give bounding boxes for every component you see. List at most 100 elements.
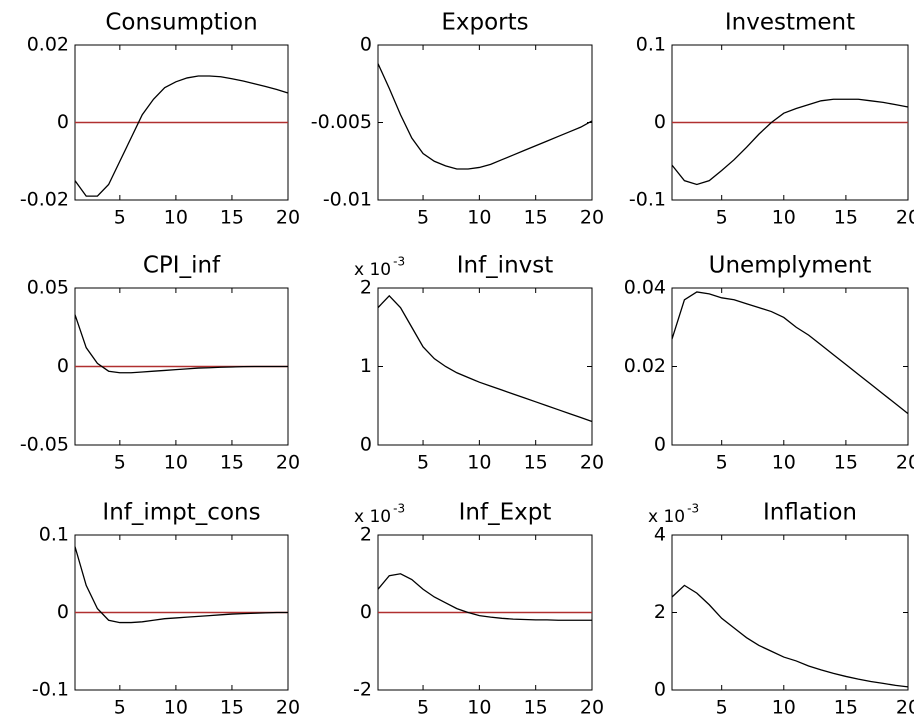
x-tick-label: 10 (772, 207, 796, 229)
y-tick-label: 0 (360, 34, 372, 56)
x-tick-label: 20 (276, 697, 300, 719)
x-tick-label: 5 (114, 207, 126, 229)
x-tick-label: 10 (467, 697, 491, 719)
y-tick-label: 0.1 (636, 34, 666, 56)
response-line (671, 291, 909, 415)
response-line (74, 546, 288, 624)
y-tick-label: 0.02 (27, 34, 69, 56)
y-tick-label: -0.005 (311, 111, 372, 133)
x-tick-label: 20 (580, 207, 604, 229)
panel-title: Exports (441, 10, 528, 36)
panel: Consumption -0.02 0 0.02 5 10 15 20 (20, 10, 300, 229)
x-tick-label: 20 (896, 207, 914, 229)
x-tick-label: 20 (276, 452, 300, 474)
panel-title: Consumption (105, 10, 257, 36)
axes-box (671, 287, 909, 446)
y-tick-label: -0.1 (32, 679, 69, 701)
y-tick-label: -2 (353, 679, 372, 701)
y-tick-label: 2 (654, 601, 666, 623)
panel: CPI_inf -0.05 0 0.05 5 10 15 20 (20, 253, 300, 474)
axes-box (671, 534, 909, 691)
y-tick-label: 0.1 (39, 524, 69, 546)
y-tick-label: 2 (360, 277, 372, 299)
response-line (671, 584, 909, 688)
y-tick-label: -0.1 (629, 189, 666, 211)
panel-title: Inf_invst (457, 253, 554, 279)
x-tick-label: 5 (114, 452, 126, 474)
x-tick-label: 20 (276, 207, 300, 229)
axes-box (377, 287, 593, 446)
x-tick-label: 5 (716, 452, 728, 474)
x-tick-label: 10 (772, 452, 796, 474)
panel-title: Investment (725, 10, 855, 36)
x-tick-label: 10 (772, 697, 796, 719)
y-tick-label: 0.05 (27, 277, 69, 299)
y-tick-label: 4 (654, 524, 666, 546)
x-tick-label: 15 (524, 697, 548, 719)
panel: Unemplyment 0 0.02 0.04 5 10 15 20 (624, 253, 914, 474)
x-tick-label: 10 (164, 452, 188, 474)
panel-title: Inf_impt_cons (102, 500, 260, 526)
axis-exponent: -3 (393, 502, 405, 516)
axis-multiplier: x 10 (648, 507, 685, 527)
response-line (74, 75, 289, 197)
y-tick-label: 0 (654, 434, 666, 456)
x-tick-label: 15 (220, 697, 244, 719)
x-tick-label: 10 (467, 207, 491, 229)
panel-title: CPI_inf (143, 253, 221, 279)
panel: Inf_impt_cons -0.1 0 0.1 5 10 15 20 (32, 500, 300, 719)
panel: Exports -0.01 -0.005 0 5 10 15 20 (311, 10, 604, 229)
axis-multiplier: x 10 (354, 260, 391, 280)
x-tick-label: 15 (834, 207, 858, 229)
x-tick-label: 10 (467, 452, 491, 474)
x-tick-label: 5 (716, 207, 728, 229)
y-tick-label: 0 (360, 434, 372, 456)
panel: Inf_invst x 10 -3 0 1 2 5 10 15 20 (354, 253, 604, 474)
x-tick-label: 15 (524, 207, 548, 229)
panel-title: Inf_Expt (459, 500, 552, 526)
y-tick-label: 0 (654, 111, 666, 133)
y-tick-label: 0 (360, 601, 372, 623)
panel-title: Unemplyment (709, 253, 872, 279)
response-line (377, 63, 593, 170)
x-tick-label: 10 (164, 207, 188, 229)
y-tick-label: 0 (57, 355, 69, 377)
x-tick-label: 5 (417, 207, 429, 229)
panel-title: Inflation (763, 500, 857, 526)
x-tick-label: 20 (896, 452, 914, 474)
x-tick-label: 15 (834, 452, 858, 474)
axis-multiplier: x 10 (354, 507, 391, 527)
response-line (74, 314, 288, 374)
panel: Investment -0.1 0 0.1 5 10 15 20 (629, 10, 914, 229)
y-tick-label: 0 (57, 601, 69, 623)
panel: Inflation x 10-3 0 2 4 5 10 15 20 (648, 500, 914, 719)
axis-exponent: -3 (687, 502, 699, 516)
response-line (671, 98, 909, 186)
y-tick-label: 0 (57, 111, 69, 133)
y-tick-label: -0.01 (323, 189, 372, 211)
response-line (377, 573, 592, 621)
x-tick-label: 5 (114, 697, 126, 719)
axis-exponent: -3 (393, 255, 405, 269)
y-tick-label: -0.02 (20, 189, 69, 211)
x-tick-label: 5 (716, 697, 728, 719)
x-tick-label: 5 (417, 452, 429, 474)
x-tick-label: 20 (896, 697, 914, 719)
x-tick-label: 10 (164, 697, 188, 719)
x-tick-label: 15 (834, 697, 858, 719)
y-tick-label: 0.04 (624, 277, 666, 299)
x-tick-label: 20 (580, 697, 604, 719)
axes-box (377, 44, 593, 201)
response-line (377, 294, 593, 423)
y-tick-label: 2 (360, 524, 372, 546)
y-tick-label: 1 (360, 355, 372, 377)
x-tick-label: 15 (220, 207, 244, 229)
panel: Inf_Expt x 10 -3 -2 0 2 5 10 15 20 (353, 500, 604, 719)
x-tick-label: 5 (417, 697, 429, 719)
x-tick-label: 15 (220, 452, 244, 474)
y-tick-label: 0 (654, 679, 666, 701)
y-tick-label: -0.05 (20, 434, 69, 456)
y-tick-label: 0.02 (624, 355, 666, 377)
x-tick-label: 15 (524, 452, 548, 474)
